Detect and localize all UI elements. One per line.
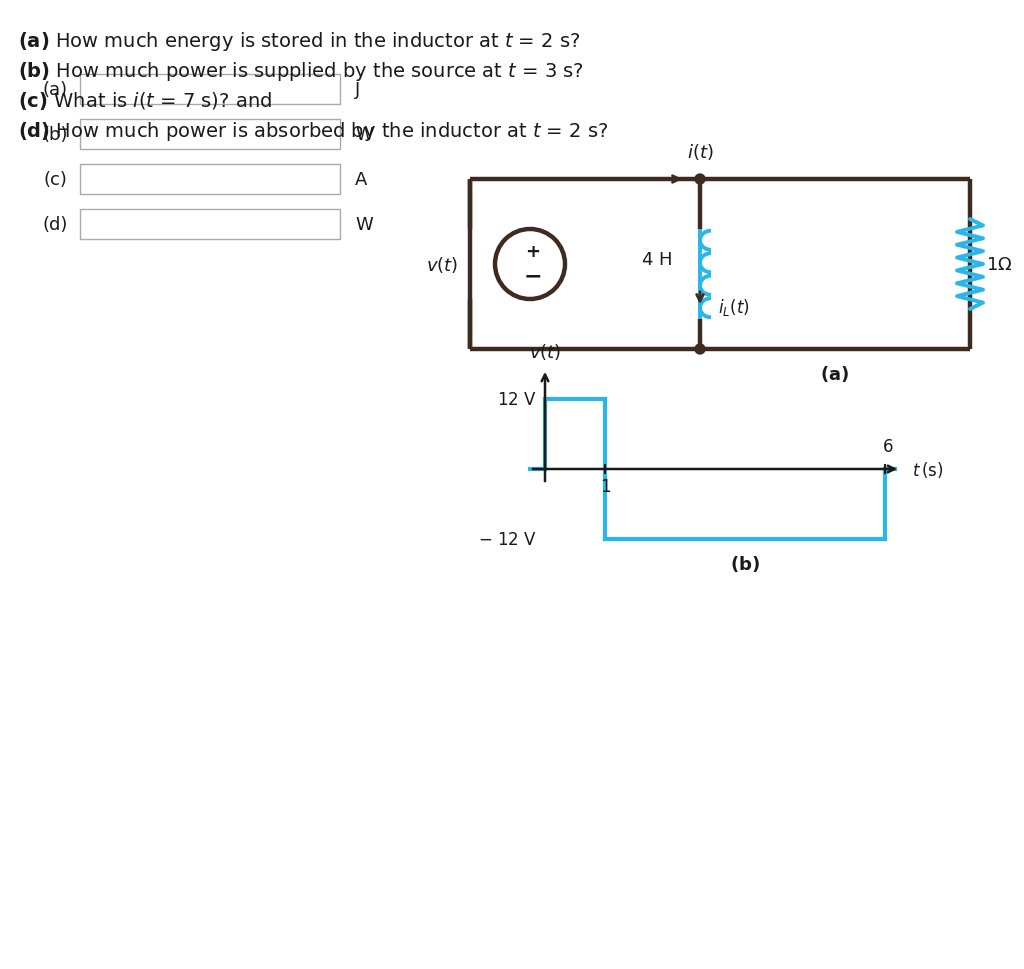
Text: (c): (c) — [43, 171, 67, 189]
Text: $i(t)$: $i(t)$ — [687, 141, 714, 162]
Text: $v(t)$: $v(t)$ — [529, 342, 561, 361]
Circle shape — [695, 345, 705, 355]
Text: 1: 1 — [600, 478, 610, 495]
Text: $1\Omega$: $1\Omega$ — [986, 256, 1013, 273]
FancyBboxPatch shape — [80, 75, 340, 105]
Text: +: + — [525, 243, 541, 261]
Text: W: W — [355, 216, 373, 234]
Circle shape — [695, 174, 705, 185]
FancyBboxPatch shape — [80, 165, 340, 195]
Text: $i_L(t)$: $i_L(t)$ — [718, 297, 750, 318]
Text: (b): (b) — [42, 126, 68, 143]
Text: $\mathbf{(a)}$: $\mathbf{(a)}$ — [820, 363, 850, 384]
Text: 6: 6 — [883, 438, 893, 455]
Text: (d): (d) — [42, 216, 68, 234]
FancyBboxPatch shape — [80, 209, 340, 239]
Text: $\mathbf{(a)}$ How much energy is stored in the inductor at $t$ = 2 s?: $\mathbf{(a)}$ How much energy is stored… — [18, 30, 581, 53]
Text: $\mathbf{(c)}$ What is $i$($t$ = 7 s)? and: $\mathbf{(c)}$ What is $i$($t$ = 7 s)? a… — [18, 90, 272, 111]
Text: A: A — [355, 171, 368, 189]
Text: (a): (a) — [42, 81, 68, 99]
Text: $v(t)$: $v(t)$ — [426, 255, 458, 275]
Text: $4\ \mathrm{H}$: $4\ \mathrm{H}$ — [641, 251, 672, 268]
Text: $t\,\mathrm{(s)}$: $t\,\mathrm{(s)}$ — [912, 459, 943, 480]
Text: $12\ \mathrm{V}$: $12\ \mathrm{V}$ — [498, 391, 537, 409]
Text: $\mathbf{(b)}$: $\mathbf{(b)}$ — [730, 553, 760, 574]
Text: $\mathbf{(d)}$ How much power is absorbed by the inductor at $t$ = 2 s?: $\mathbf{(d)}$ How much power is absorbe… — [18, 120, 608, 142]
Text: W: W — [355, 126, 373, 143]
Text: $\mathbf{(b)}$ How much power is supplied by the source at $t$ = 3 s?: $\mathbf{(b)}$ How much power is supplie… — [18, 60, 584, 83]
Text: $-\ 12\ \mathrm{V}$: $-\ 12\ \mathrm{V}$ — [478, 530, 537, 548]
FancyBboxPatch shape — [80, 120, 340, 150]
Text: −: − — [523, 266, 543, 286]
Text: J: J — [355, 81, 360, 99]
